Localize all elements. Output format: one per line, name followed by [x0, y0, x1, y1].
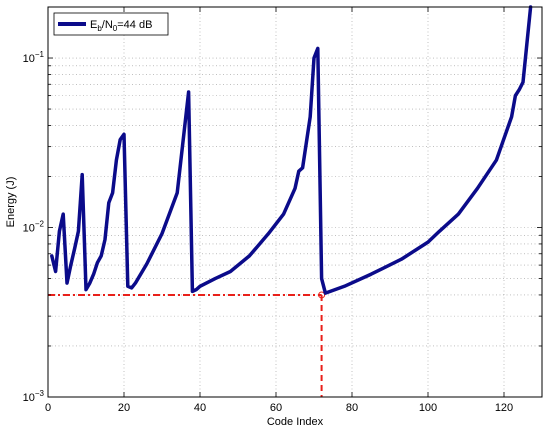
- series-line-0: [50, 5, 533, 295]
- reference-point-marker: [318, 291, 326, 299]
- y-axis-label: Energy (J): [5, 177, 17, 228]
- x-tick-label: 100: [419, 402, 437, 414]
- legend-name-tail: =44 dB: [117, 19, 152, 31]
- legend-entry: Eb/N0=44 dB: [90, 19, 152, 33]
- y-tick-label: 10−2: [23, 220, 45, 235]
- plot-frame: [47, 6, 543, 398]
- x-tick-label: 60: [270, 402, 282, 414]
- x-tick-label: 120: [495, 402, 513, 414]
- legend-name-sub2: 0: [113, 24, 118, 33]
- x-tick-label: 40: [194, 402, 206, 414]
- plot-background: [48, 7, 542, 397]
- y-tick-label: 10−1: [23, 50, 45, 65]
- x-tick-label: 80: [346, 402, 358, 414]
- legend: Eb/N0=44 dB: [53, 12, 169, 36]
- series-group: [50, 5, 533, 295]
- y-tick-base: 10: [23, 392, 35, 404]
- y-tick-label: 10−3: [23, 389, 45, 404]
- legend-name-mid: /N: [102, 19, 113, 31]
- y-tick-base: 10: [23, 53, 35, 65]
- y-tick-base: 10: [23, 223, 35, 235]
- x-tick-label: 20: [118, 402, 130, 414]
- legend-name-sub1: b: [97, 24, 102, 33]
- x-axis-label: Code Index: [267, 416, 324, 428]
- y-tick-exponent: −1: [35, 50, 45, 59]
- y-tick-exponent: −3: [35, 389, 45, 398]
- legend-box: [53, 12, 169, 36]
- y-tick-exponent: −2: [35, 220, 45, 229]
- x-tick-label: 0: [45, 402, 51, 414]
- legend-name-main: E: [90, 19, 97, 31]
- reference-lines: [48, 291, 326, 397]
